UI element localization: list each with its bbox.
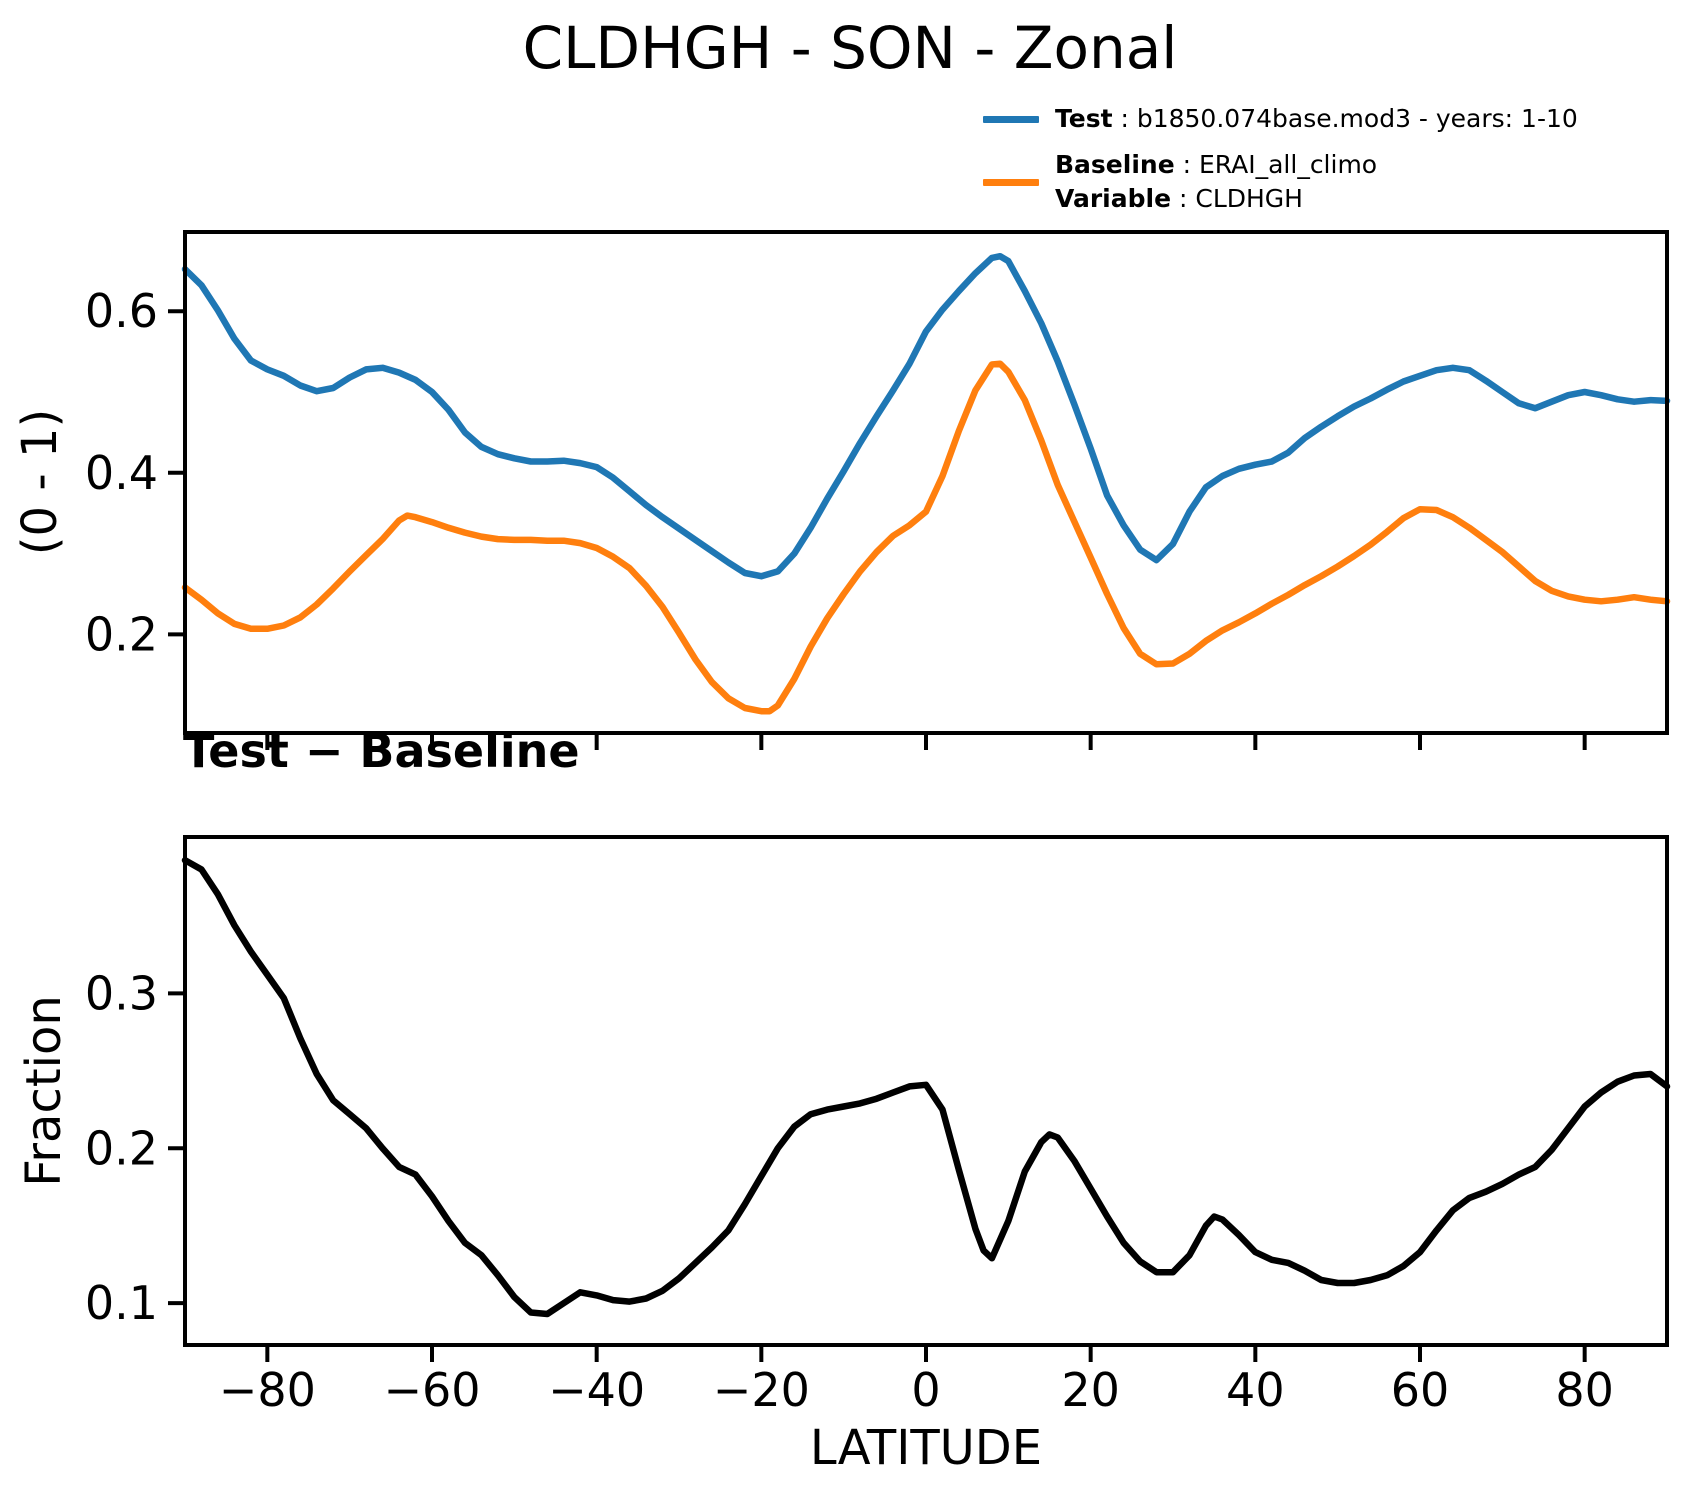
top-panel-axes: 0.2 0.4 0.6 [85, 230, 1671, 750]
series-line-test [181, 252, 1671, 580]
plot-border [183, 835, 1669, 1347]
baseline-line-swatch [983, 178, 1039, 186]
legend-label-baseline: Baseline : ERAI_all_climo Variable : CLD… [1055, 148, 1377, 216]
x-tick-label: 20 [1061, 1363, 1120, 1417]
y-tick-label: 0.3 [85, 966, 158, 1020]
y-tick-label: 0.2 [85, 1121, 158, 1175]
x-tick-label: 80 [1555, 1363, 1614, 1417]
x-tick-label: −20 [713, 1363, 810, 1417]
legend-entry-baseline: Baseline : ERAI_all_climo Variable : CLD… [983, 148, 1578, 216]
legend-label-baseline-line2: Variable : CLDHGH [1055, 184, 1303, 213]
page-title: CLDHGH - SON - Zonal [522, 14, 1178, 82]
series-line-difference [181, 856, 1671, 1318]
y-tick-label: 0.1 [85, 1276, 158, 1330]
x-tick-label: 60 [1391, 1363, 1450, 1417]
x-tick-label: −80 [219, 1363, 316, 1417]
legend-label-test-line: Test : b1850.074base.mod3 - years: 1-10 [1055, 104, 1578, 133]
legend-entry-test: Test : b1850.074base.mod3 - years: 1-10 [983, 102, 1578, 136]
y-tick-label: 0.2 [85, 607, 158, 661]
legend-label-test: Test : b1850.074base.mod3 - years: 1-10 [1055, 102, 1578, 136]
plot-border [183, 230, 1669, 735]
legend-label-baseline-line1: Baseline : ERAI_all_climo [1055, 150, 1378, 179]
test-line-swatch [983, 115, 1039, 123]
y-tick-label: 0.4 [85, 446, 158, 500]
x-tick-label: −40 [548, 1363, 645, 1417]
x-tick-label: 0 [911, 1363, 940, 1417]
x-axis-label: LATITUDE [809, 1420, 1043, 1476]
series-line-baseline [181, 360, 1671, 715]
bottom-panel-axes: −80 −60 −40 −20 0 20 40 60 80 0.1 0.2 0.3 [85, 835, 1671, 1417]
x-tick-label: 40 [1226, 1363, 1285, 1417]
y-tick-label: 0.6 [85, 284, 158, 338]
x-tick-label: −60 [383, 1363, 480, 1417]
legend: Test : b1850.074base.mod3 - years: 1-10 … [983, 102, 1578, 216]
